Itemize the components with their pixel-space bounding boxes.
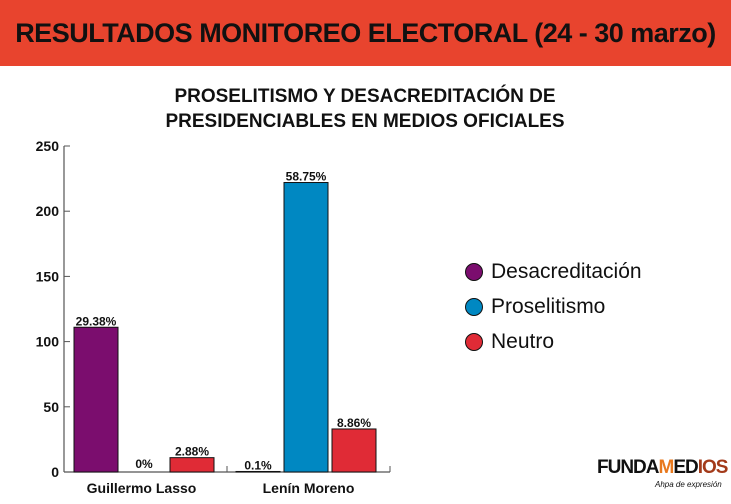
x-tick-label: Lenín Moreno xyxy=(263,480,355,496)
data-label: 8.86% xyxy=(337,416,371,430)
y-tick-label: 150 xyxy=(36,268,60,284)
legend-swatch xyxy=(465,332,483,351)
data-label: 0.1% xyxy=(244,458,272,472)
bar-neutro xyxy=(169,457,215,473)
data-label: 29.38% xyxy=(76,314,117,328)
legend-swatch xyxy=(465,297,483,316)
legend-swatch xyxy=(465,262,483,281)
bar-desacreditación xyxy=(235,470,281,473)
bar-desacreditación xyxy=(73,326,119,473)
y-tick-label: 200 xyxy=(36,203,60,219)
logo-tagline: Ahpa de expresión xyxy=(655,480,722,489)
data-label: 58.75% xyxy=(286,170,327,184)
y-tick-label: 100 xyxy=(36,334,60,350)
legend: Desacreditación Proselitismo Neutro xyxy=(465,254,642,359)
legend-item-proselitismo: Proselitismo xyxy=(465,289,642,324)
chart-title-line-1: PROSELITISMO Y DESACREDITACIÓN DE xyxy=(174,86,556,107)
chart-title: PROSELITISMO Y DESACREDITACIÓN DE PRESID… xyxy=(60,84,670,134)
chart-title-line-2: PRESIDENCIABLES EN MEDIOS OFICIALES xyxy=(165,111,565,132)
fundamedios-logo: FUNDAMEDIOS xyxy=(597,457,728,478)
y-tick-label: 0 xyxy=(51,464,59,480)
x-tick-label: Guillermo Lasso xyxy=(87,480,197,496)
header-title: RESULTADOS MONITOREO ELECTORAL (24 - 30 … xyxy=(15,17,716,48)
y-tick-label: 250 xyxy=(36,138,60,154)
bar-neutro xyxy=(331,428,377,473)
bar-proselitismo xyxy=(283,182,329,473)
header-banner: RESULTADOS MONITOREO ELECTORAL (24 - 30 … xyxy=(0,0,731,66)
data-label: 0% xyxy=(135,457,153,471)
y-tick-label: 50 xyxy=(43,399,59,415)
legend-item-desacreditacion: Desacreditación xyxy=(465,254,642,289)
data-label: 2.88% xyxy=(175,445,209,459)
legend-item-neutro: Neutro xyxy=(465,324,642,359)
